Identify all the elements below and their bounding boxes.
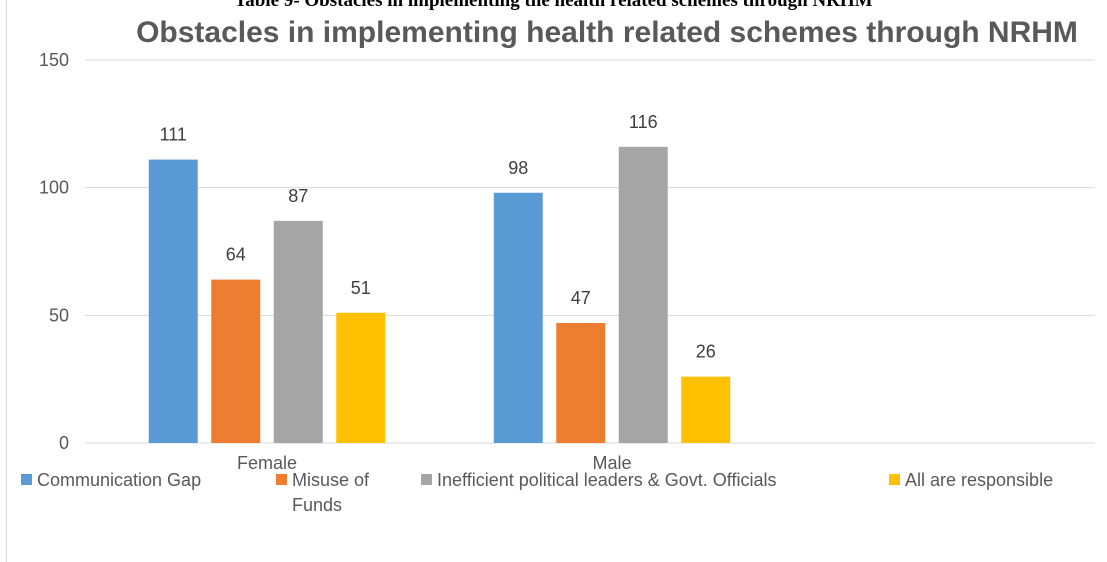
legend-label: Communication Gap <box>37 470 202 490</box>
bar-male-series-3 <box>618 146 668 443</box>
bar-male-series-1 <box>493 192 543 443</box>
data-label: 47 <box>571 288 591 308</box>
x-tick-label: Male <box>592 453 631 470</box>
data-label: 51 <box>351 278 371 298</box>
chart-title: Obstacles in implementing health related… <box>136 16 1078 49</box>
legend-item: Inefficient political leaders & Govt. Of… <box>421 468 881 493</box>
document-caption: Table 9- Obstacles in implementing the h… <box>234 0 873 11</box>
legend-label: All are responsible <box>905 470 1054 490</box>
legend-item: All are responsible <box>889 468 1107 493</box>
legend-swatch <box>276 474 287 485</box>
legend-item: Misuse of Funds <box>276 468 416 518</box>
bar-male-series-2 <box>556 322 606 443</box>
y-tick-label: 100 <box>39 178 69 198</box>
bar-female-series-1 <box>148 159 198 443</box>
data-label: 87 <box>288 186 308 206</box>
chart-area: Obstacles in implementing health related… <box>6 0 1107 562</box>
data-label: 116 <box>629 112 658 132</box>
legend-label: Misuse of Funds <box>292 470 370 515</box>
legend-item: Communication Gap <box>21 468 271 493</box>
bar-female-series-4 <box>336 312 386 443</box>
bar-female-series-2 <box>211 279 261 443</box>
x-tick-label: Female <box>237 453 297 470</box>
y-tick-label: 50 <box>49 305 69 325</box>
bar-male-series-4 <box>681 376 731 443</box>
data-label: 111 <box>160 125 187 145</box>
y-tick-label: 0 <box>59 433 69 453</box>
legend-swatch <box>21 474 32 485</box>
data-label: 98 <box>508 158 528 178</box>
legend-swatch <box>889 474 900 485</box>
data-label: 26 <box>696 342 716 362</box>
legend-label: Inefficient political leaders & Govt. Of… <box>437 470 777 490</box>
bar-female-series-3 <box>273 220 323 443</box>
data-label: 64 <box>226 245 246 265</box>
bar-chart: 0 50 100 150 111 64 87 51 Female 98 47 116 26 Male <box>39 50 1095 470</box>
legend-swatch <box>421 474 432 485</box>
y-tick-label: 150 <box>39 50 69 70</box>
